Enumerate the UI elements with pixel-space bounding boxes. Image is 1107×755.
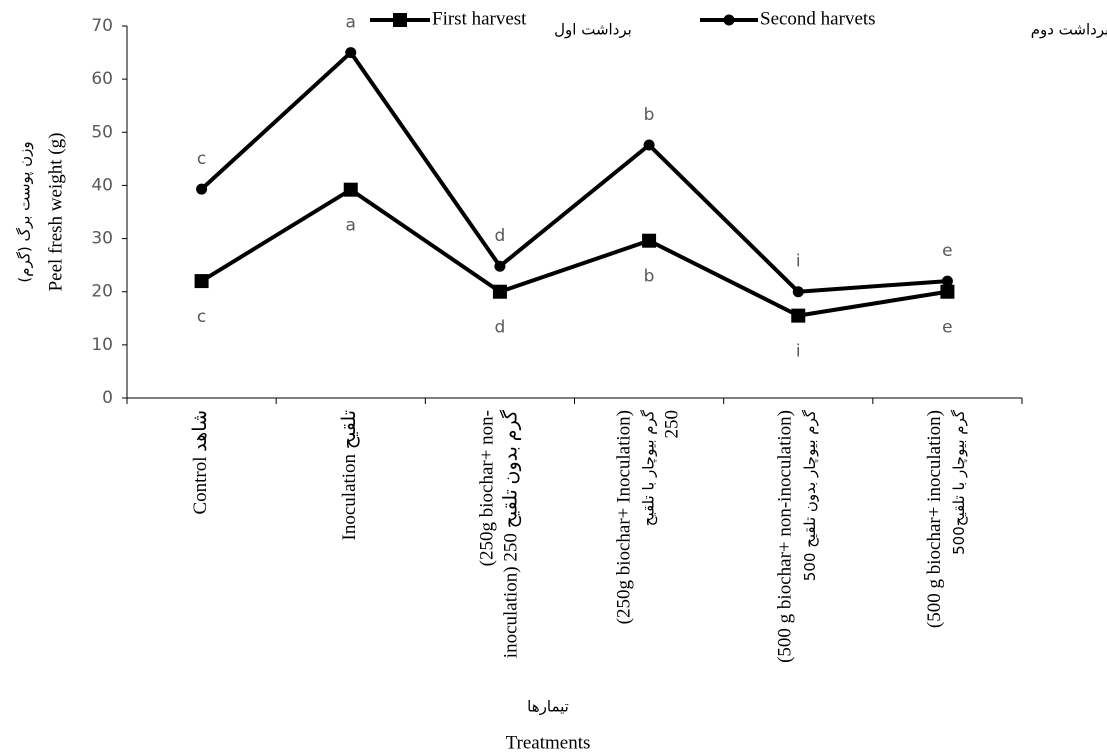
x-tick-label: 250 [661,410,682,439]
legend-label-fa: برداشت دوم [1031,21,1107,39]
significance-letter: d [495,318,506,338]
x-tick-label: (500 g biochar+ inoculation) [924,410,945,628]
marker [643,139,655,151]
x-tick-label: Control شاهد [190,410,211,515]
marker [492,284,507,299]
significance-letter: b [644,105,655,125]
marker [792,286,804,298]
significance-letter: e [942,318,952,338]
marker [196,183,208,195]
marker [345,47,357,59]
x-tick-label: (250g biochar+ non- [476,410,497,566]
marker [494,260,506,272]
y-tick-label: 40 [91,175,113,195]
y-tick-label: 0 [102,388,113,408]
x-tick-label: گرم بیوچار بدون تلقیح 500 [801,409,819,581]
x-axis-label: Treatments [506,732,591,753]
legend-label: Second harvets [760,8,876,29]
legend-marker [393,13,407,27]
y-axis-label-fa: وزن پوست برگ (گرم) [16,141,35,282]
marker [343,182,358,197]
y-tick-label: 50 [91,122,113,142]
y-tick-label: 20 [91,282,113,302]
y-tick-label: 10 [91,335,113,355]
marker [941,275,953,287]
x-tick-label: (500 g biochar+ non-inoculation) [775,410,796,663]
x-tick-label: (250g biochar+ Inoculation) [613,410,634,624]
legend-label-fa: برداشت اول [554,21,632,39]
significance-letter: a [346,216,356,236]
series-line [200,187,948,318]
marker [940,284,955,299]
x-axis-label-fa: تیمارها [527,698,569,716]
y-tick-label: 30 [91,229,113,249]
marker [194,274,209,289]
significance-letter: c [197,149,206,169]
y-axis-label: Peel fresh weight (g) [45,133,66,292]
legend-label: First harvest [432,8,527,29]
significance-letter: c [197,307,206,327]
x-tick-label: Inoculation تلقیح [339,410,360,540]
series-line [200,50,948,294]
marker [642,233,657,248]
significance-letter: d [495,226,506,246]
x-tick-label: inoculation) 250 گرم بدون تلقیح [498,409,521,658]
significance-letter: i [796,252,801,272]
significance-letter: e [942,241,952,261]
x-tick-label: گرم بیوچار با تلقیح [640,409,658,526]
marker [791,308,806,323]
y-tick-label: 70 [91,16,113,36]
y-tick-label: 60 [91,69,113,89]
x-tick-label: گرم بیوچار با تلقیح500 [950,409,968,555]
significance-letter: a [346,13,356,33]
significance-letter: i [796,342,801,362]
legend-marker [723,14,735,26]
significance-letter: b [644,267,655,287]
